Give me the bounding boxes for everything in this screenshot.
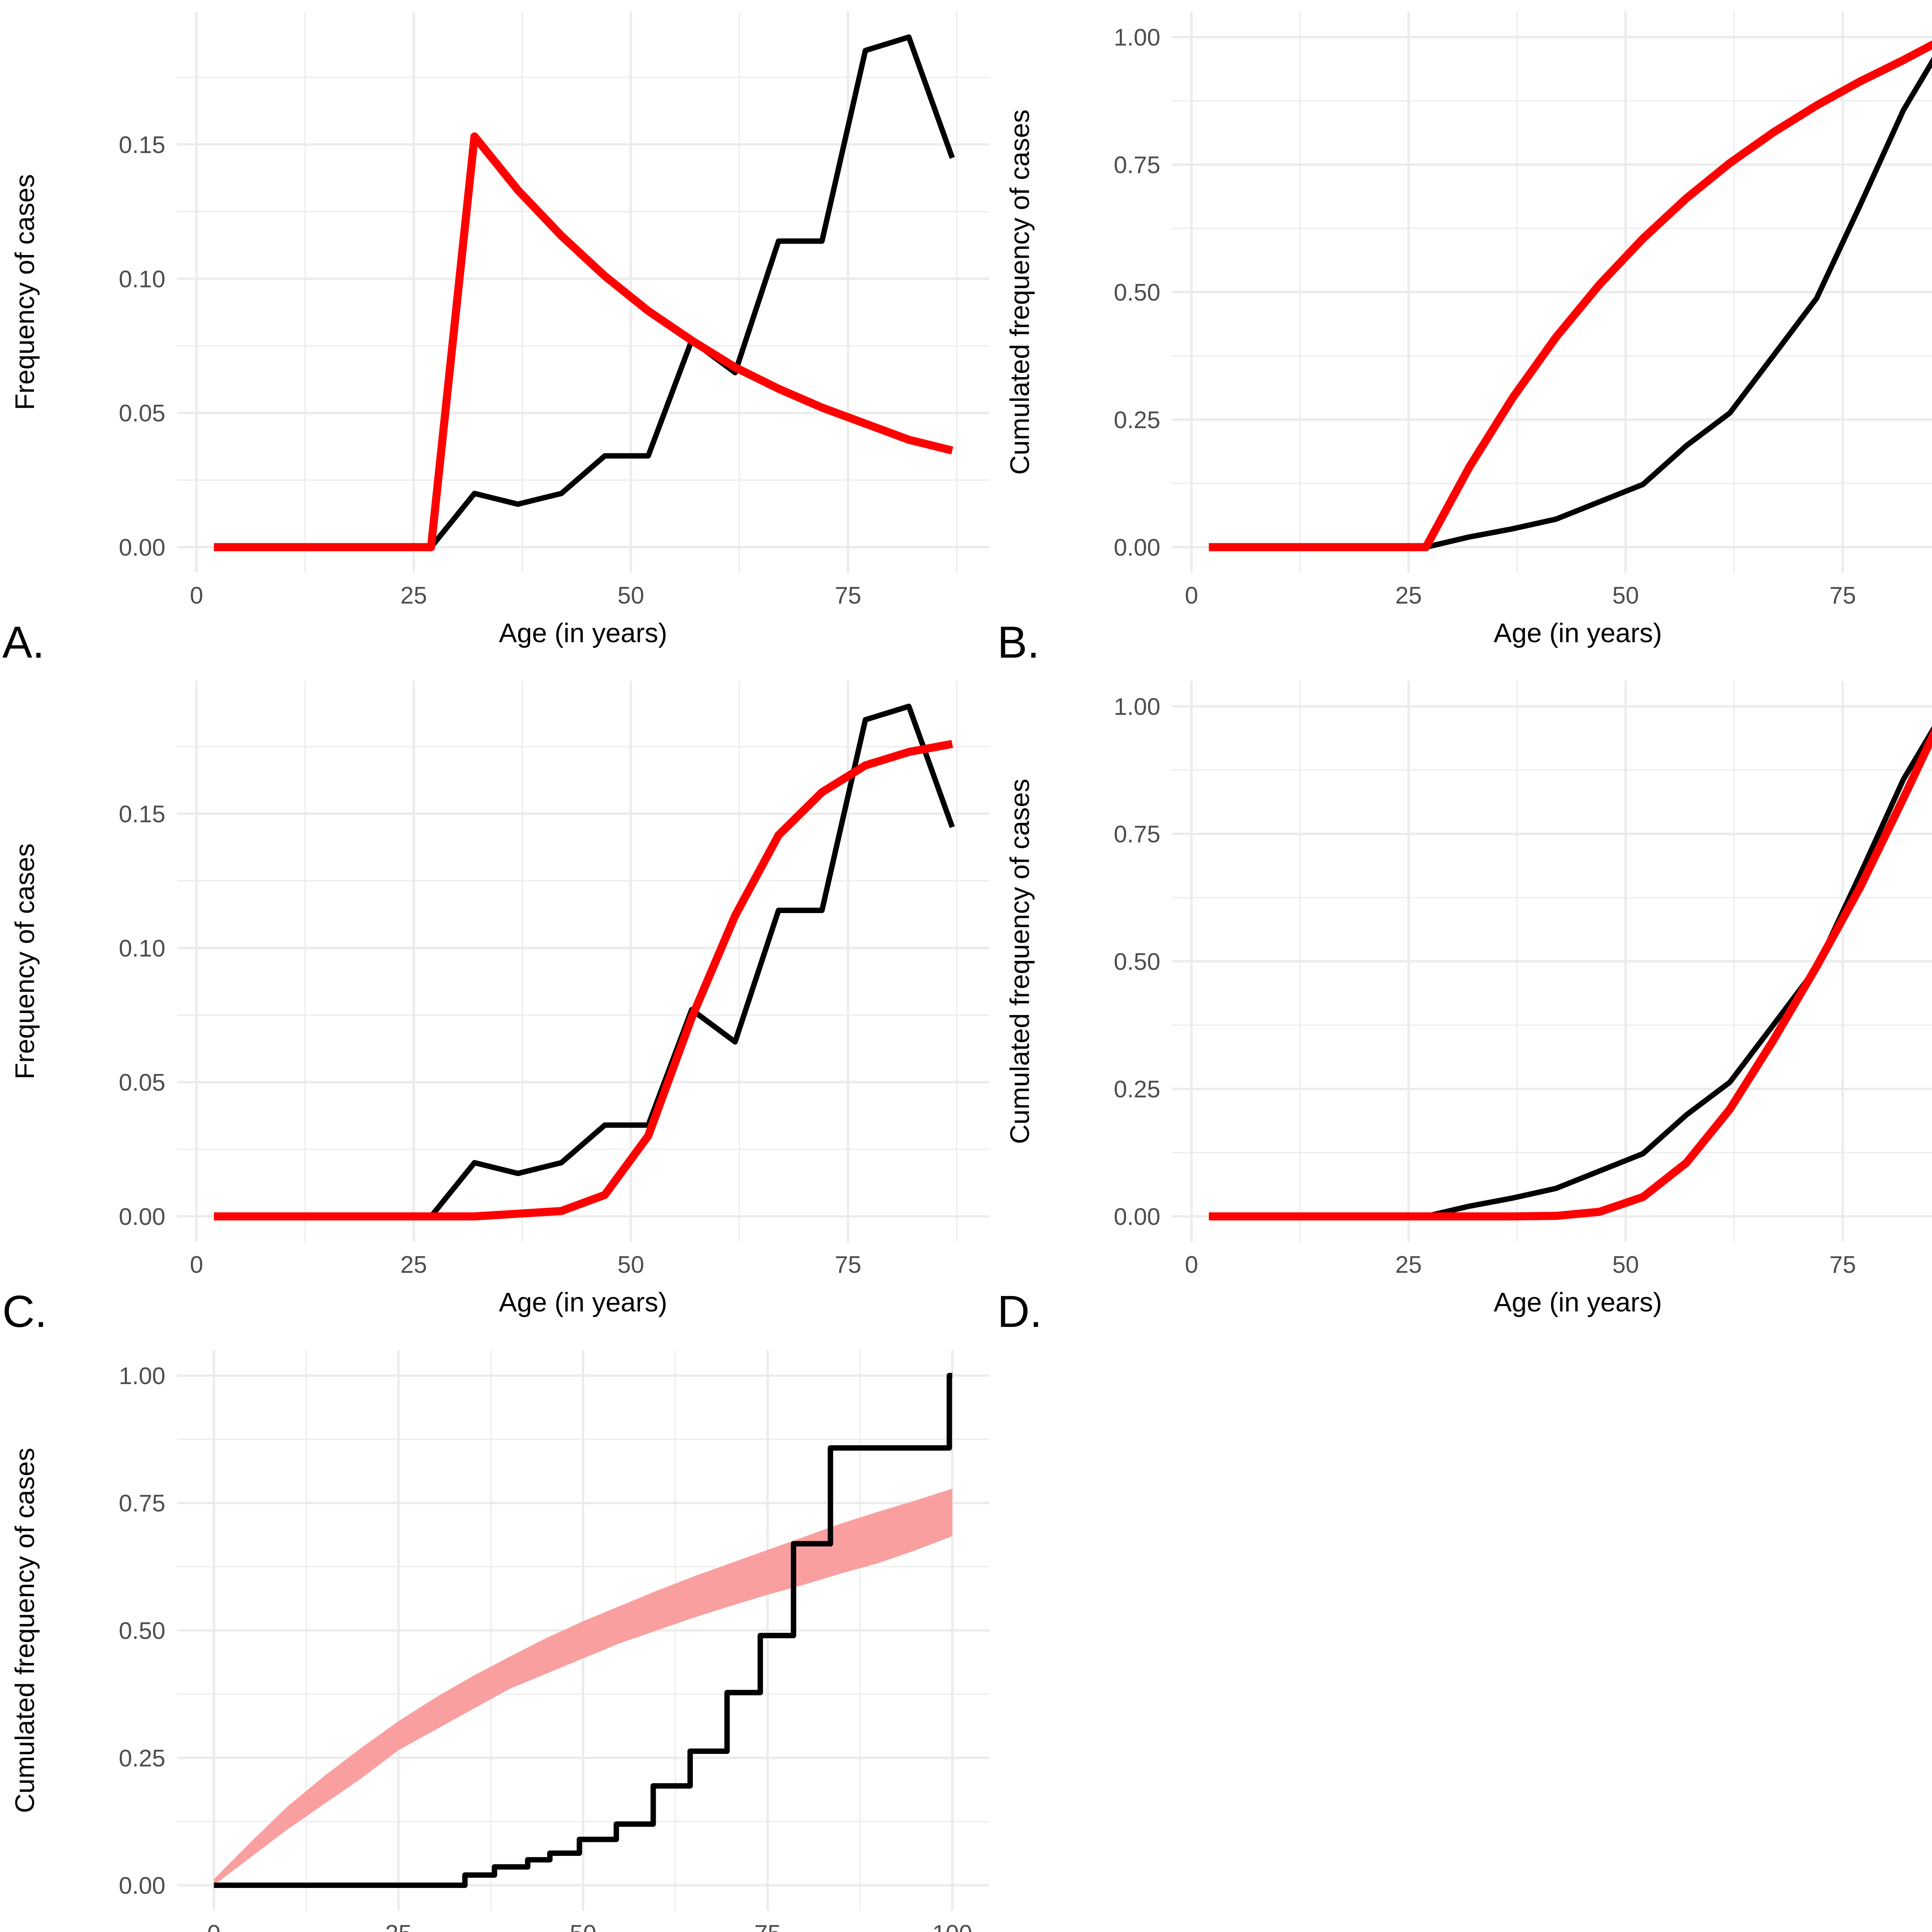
y-tick-label: 0.25	[119, 1745, 165, 1772]
x-tick-label: 0	[190, 582, 203, 609]
panel-letter-b: B.	[997, 617, 1040, 667]
x-tick-label: 25	[385, 1920, 412, 1932]
y-tick-label: 1.00	[1114, 694, 1160, 720]
y-tick-label: 0.00	[119, 1872, 165, 1899]
x-tick-label: 25	[400, 1252, 427, 1278]
x-tick-label: 25	[1395, 1252, 1422, 1278]
y-tick-label: 0.75	[1114, 821, 1160, 848]
y-tick-label: 0.25	[1114, 1076, 1160, 1103]
x-tick-label: 100	[932, 1920, 972, 1932]
panel-letter-d: D.	[997, 1286, 1042, 1337]
y-tick-label: 0.00	[119, 534, 165, 561]
y-tick-label: 0.50	[1114, 279, 1160, 306]
y-axis-title: Cumulated frequency of cases	[1005, 779, 1035, 1144]
observed-ecdf-step	[214, 1372, 952, 1888]
panel-c: 0 25 50 75 0.00 0.05 0.10 0.15 Age (in years) Fre…	[0, 669, 995, 1338]
panel-a: 0 25 50 75 0.00 0.05 0.10 0.15 Age (in years) Fre…	[0, 0, 995, 669]
y-tick-label: 0.75	[1114, 152, 1160, 179]
chart-panel-c: 0 25 50 75 0.00 0.05 0.10 0.15 Age (in years) Fre…	[2, 681, 989, 1337]
y-tick-label: 0.05	[119, 1070, 165, 1096]
y-tick-label: 0.50	[1114, 949, 1160, 975]
chart-panel-b: 0 25 50 75 0.00 0.25 0.50 0.75 1.00 Age (in years…	[997, 12, 1932, 667]
y-axis-title: Frequency of cases	[10, 174, 40, 410]
x-tick-label: 50	[617, 582, 644, 609]
y-axis-title: Cumulated frequency of cases	[10, 1448, 40, 1813]
y-tick-label: 0.15	[119, 801, 165, 828]
x-tick-label: 25	[400, 582, 427, 609]
y-tick-label: 0.75	[119, 1490, 165, 1517]
y-tick-label: 1.00	[1114, 24, 1160, 51]
y-tick-label: 0.00	[1114, 534, 1160, 561]
panel-letter-a: A.	[2, 617, 45, 667]
x-tick-label: 50	[1612, 582, 1639, 609]
chart-panel-d: 0 25 50 75 0.00 0.25 0.50 0.75 1.00 Age (in years…	[997, 681, 1932, 1337]
y-axis-title: Cumulated frequency of cases	[1005, 109, 1035, 475]
y-tick-label: 0.50	[119, 1618, 165, 1645]
x-tick-label: 75	[835, 582, 861, 609]
y-tick-label: 1.00	[119, 1363, 165, 1389]
y-tick-label: 0.10	[119, 935, 165, 962]
chart-panel-a: 0 25 50 75 0.00 0.05 0.10 0.15 Age (in years) Fre…	[2, 12, 989, 667]
x-tick-label: 0	[1185, 582, 1198, 609]
model-cumulative	[1209, 728, 1932, 1221]
y-tick-label: 0.10	[119, 266, 165, 293]
model-cumulative	[1209, 40, 1932, 551]
y-tick-label: 0.25	[1114, 407, 1160, 434]
panel-b: 0 25 50 75 0.00 0.25 0.50 0.75 1.00 Age (in years…	[995, 0, 1932, 669]
x-tick-label: 0	[190, 1252, 203, 1278]
x-tick-label: 50	[570, 1920, 597, 1932]
x-axis-title: Age (in years)	[1494, 618, 1662, 648]
y-tick-label: 0.00	[119, 1204, 165, 1230]
y-tick-label: 0.05	[119, 400, 165, 427]
y-tick-label: 0.00	[1114, 1204, 1160, 1230]
x-tick-label: 25	[1395, 582, 1422, 609]
x-tick-label: 75	[1829, 1252, 1856, 1278]
panel-letter-c: C.	[2, 1286, 47, 1337]
x-tick-label: 75	[835, 1252, 861, 1278]
model-frequency-sigmoid	[214, 740, 953, 1221]
y-axis-title: Frequency of cases	[10, 844, 40, 1080]
y-tick-label: 0.15	[119, 132, 165, 158]
model-envelope-band	[214, 1488, 952, 1886]
observed-frequency	[214, 34, 955, 550]
x-tick-label: 50	[1612, 1252, 1639, 1278]
x-tick-label: 0	[207, 1920, 220, 1932]
x-tick-label: 0	[1185, 1252, 1198, 1278]
x-axis-title: Age (in years)	[1494, 1287, 1662, 1317]
x-tick-label: 50	[617, 1252, 644, 1278]
x-tick-label: 75	[754, 1920, 781, 1932]
x-tick-label: 75	[1829, 582, 1856, 609]
x-axis-title: Age (in years)	[499, 1287, 667, 1317]
x-axis-title: Age (in years)	[499, 618, 667, 648]
panel-d: 0 25 50 75 0.00 0.25 0.50 0.75 1.00 Age (in years…	[995, 669, 1932, 1338]
model-frequency	[214, 132, 953, 551]
